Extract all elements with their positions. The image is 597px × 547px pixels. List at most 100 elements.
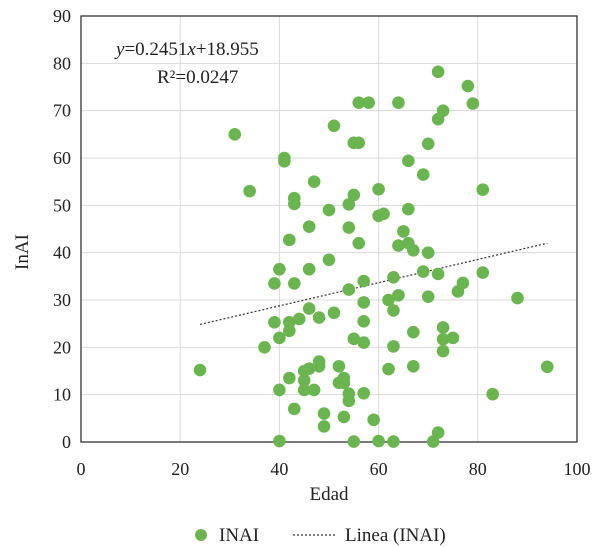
x-tick-label: 100 — [564, 459, 591, 479]
data-point — [228, 128, 242, 141]
data-point — [327, 119, 341, 133]
data-point — [273, 434, 286, 448]
data-point — [312, 311, 326, 324]
data-point — [382, 362, 395, 376]
data-point — [486, 387, 499, 401]
data-point — [407, 244, 420, 257]
data-point — [342, 283, 356, 296]
data-point — [436, 344, 450, 358]
data-point — [347, 188, 361, 202]
data-point — [456, 276, 470, 290]
data-point — [407, 325, 420, 339]
y-tick-label: 40 — [53, 243, 71, 263]
data-point — [273, 383, 286, 397]
data-point — [431, 65, 445, 79]
data-point — [357, 274, 371, 288]
data-point — [287, 402, 301, 416]
data-point — [347, 435, 361, 448]
data-point — [436, 104, 450, 117]
data-point — [268, 315, 281, 329]
data-point — [421, 290, 435, 303]
data-point — [476, 266, 490, 279]
data-point — [352, 96, 366, 109]
data-point — [352, 136, 366, 150]
data-point — [312, 359, 326, 373]
data-point — [342, 221, 356, 234]
data-point — [297, 374, 311, 387]
x-tick-label: 20 — [171, 459, 189, 479]
y-tick-label: 70 — [53, 101, 71, 121]
data-point — [357, 296, 371, 309]
legend-label-inai: INAI — [219, 525, 259, 546]
data-point — [416, 168, 430, 181]
data-point — [302, 362, 316, 375]
y-tick-label: 90 — [53, 6, 71, 26]
data-point — [347, 332, 361, 346]
x-axis-title: Edad — [309, 484, 349, 505]
data-point — [446, 331, 460, 345]
data-point — [402, 154, 415, 168]
y-tick-label: 50 — [53, 195, 71, 215]
data-point — [421, 246, 435, 259]
data-point — [342, 198, 356, 211]
data-point — [258, 341, 271, 354]
y-tick-label: 0 — [62, 432, 71, 452]
y-tick-label: 30 — [53, 290, 71, 310]
x-tick-label: 80 — [469, 459, 487, 479]
data-point — [357, 315, 371, 328]
y-tick-label: 60 — [53, 148, 71, 168]
data-point — [302, 220, 316, 233]
trendline-layer — [199, 242, 548, 326]
data-point — [292, 312, 306, 326]
data-point — [387, 435, 400, 448]
data-point — [317, 420, 331, 433]
axes — [80, 15, 578, 443]
data-point — [268, 277, 281, 290]
trendline-r-squared: R²=0.0247 — [157, 67, 238, 88]
legend: INAI Linea (INAI) — [195, 525, 446, 546]
data-point — [387, 304, 400, 317]
data-point — [327, 306, 341, 320]
plot-frame — [80, 15, 578, 443]
data-point — [372, 434, 385, 448]
data-point — [302, 262, 316, 276]
data-points — [193, 65, 554, 448]
grid-lines — [80, 15, 578, 443]
data-point — [461, 79, 475, 93]
data-point — [387, 270, 400, 284]
data-point — [357, 336, 371, 349]
data-point — [402, 202, 415, 216]
data-point — [397, 225, 410, 238]
data-point — [466, 97, 480, 110]
data-point — [337, 376, 351, 390]
data-point — [421, 137, 435, 151]
data-point — [332, 359, 346, 373]
y-axis-title: InAI — [12, 234, 33, 270]
x-tick-label: 60 — [370, 459, 388, 479]
data-point — [243, 184, 256, 198]
data-point — [392, 288, 405, 302]
data-point — [407, 359, 420, 373]
data-point — [337, 410, 351, 424]
trendline-equation: y=0.2451x+18.955 — [114, 39, 259, 60]
data-point — [297, 383, 311, 397]
data-point — [540, 360, 554, 374]
legend-label-trendline: Linea (INAI) — [345, 525, 446, 546]
y-tick-label: 20 — [53, 337, 71, 357]
data-point — [392, 96, 405, 109]
data-point — [367, 413, 380, 427]
data-point — [287, 277, 301, 290]
data-point — [342, 394, 356, 408]
data-point — [436, 332, 450, 346]
data-point — [387, 340, 400, 353]
data-point — [283, 233, 296, 247]
data-point — [287, 197, 301, 211]
data-point — [362, 96, 375, 109]
data-point — [322, 203, 336, 217]
data-point — [352, 236, 366, 250]
x-tick-label: 40 — [270, 459, 288, 479]
data-point — [307, 175, 321, 188]
data-point — [377, 207, 390, 221]
